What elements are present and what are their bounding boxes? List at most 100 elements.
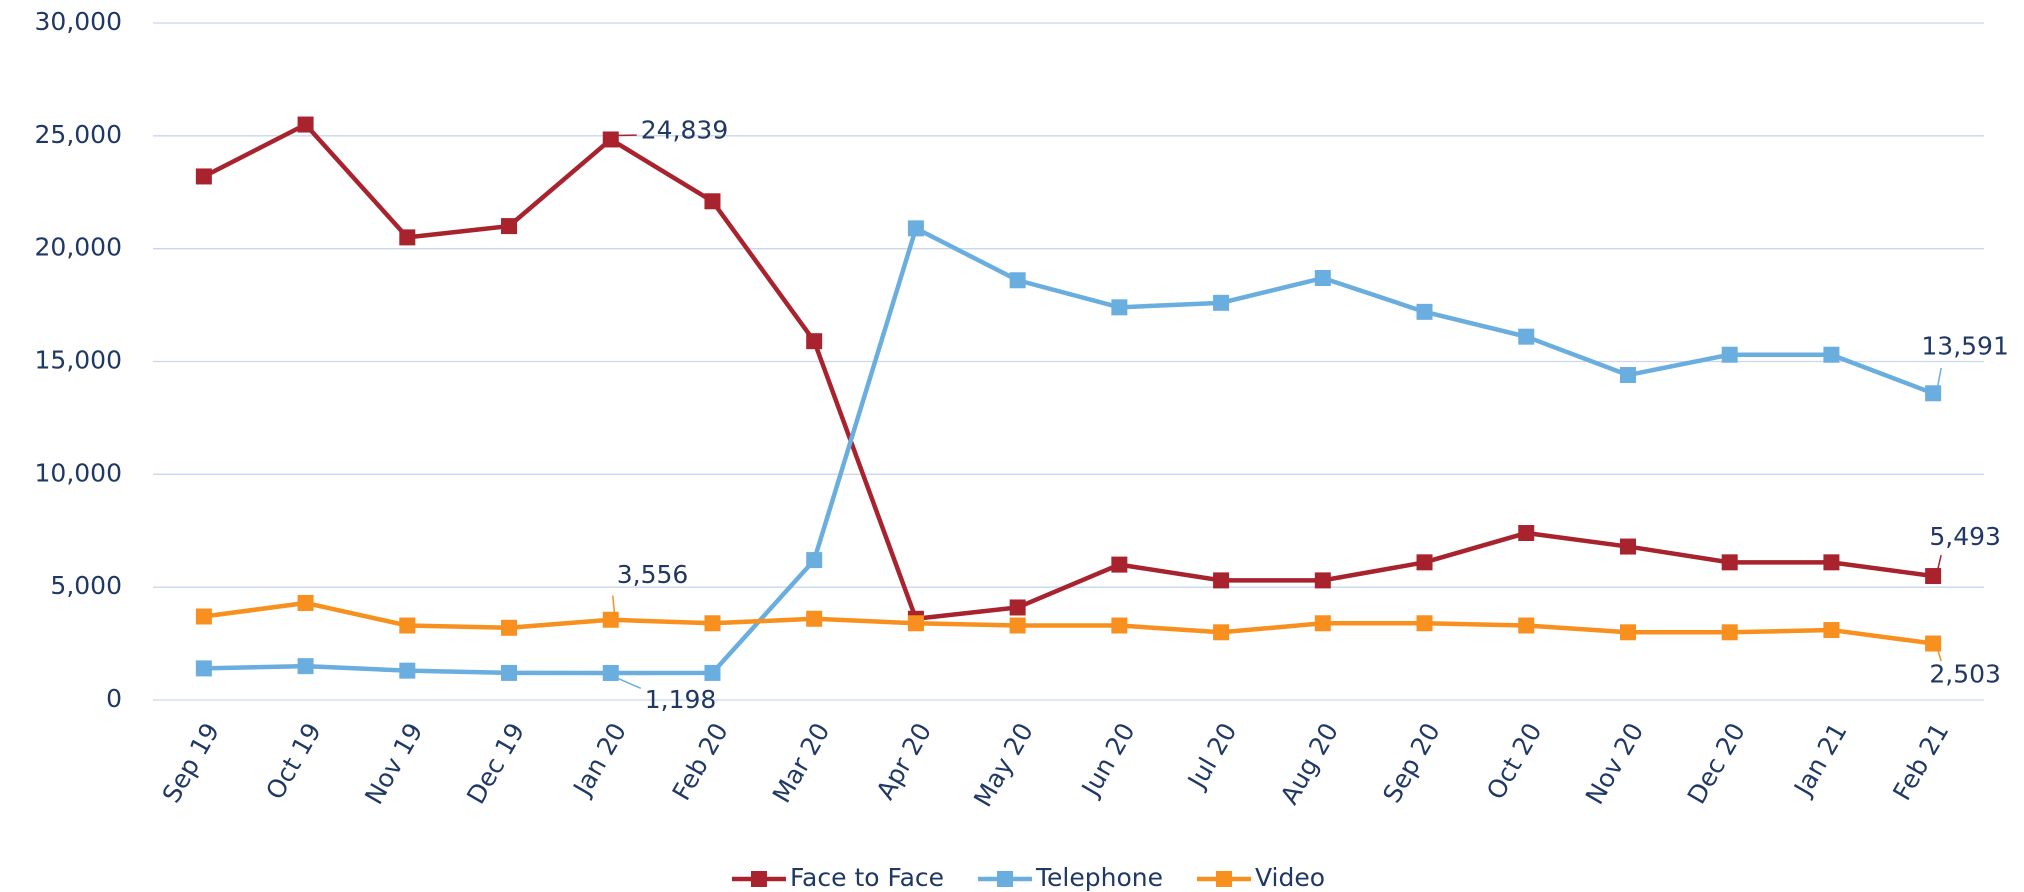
label-leader (1936, 647, 1942, 662)
point-marker (907, 220, 924, 237)
point-marker (1111, 556, 1128, 573)
legend: Face to Face Telephone Video (731, 863, 1325, 892)
point-marker (1925, 568, 1942, 585)
point-marker (602, 131, 619, 148)
point-marker (1619, 538, 1636, 555)
y-tick-label: 0 (106, 684, 122, 713)
x-tick-label: Jan 20 (567, 718, 632, 802)
label-leader (1936, 554, 1942, 573)
point-marker (1213, 572, 1230, 589)
y-tick-label: 30,000 (35, 7, 122, 36)
point-marker (195, 660, 212, 677)
point-marker (399, 662, 416, 679)
point-marker (806, 610, 823, 627)
x-tick-label: Jun 20 (1075, 718, 1141, 802)
legend-label: Face to Face (790, 863, 944, 892)
point-marker (1314, 615, 1331, 632)
point-marker (1314, 572, 1331, 589)
x-tick-label: Oct 19 (260, 718, 327, 804)
data-label: 1,198 (645, 685, 717, 714)
point-marker (1111, 617, 1128, 634)
point-marker (501, 218, 518, 235)
y-tick-label: 20,000 (35, 233, 122, 262)
point-marker (297, 658, 314, 675)
legend-marker (750, 871, 767, 887)
series-line (203, 600, 1934, 646)
point-marker (1721, 624, 1738, 641)
point-marker (1619, 624, 1636, 641)
point-marker (1823, 346, 1840, 363)
point-marker (1416, 554, 1433, 571)
x-tick-label: Jan 21 (1787, 718, 1852, 802)
x-tick-label: May 20 (968, 718, 1039, 812)
x-tick-label: Oct 20 (1481, 718, 1548, 804)
y-tick-label: 15,000 (35, 346, 122, 375)
legend-label: Telephone (1035, 863, 1163, 892)
point-marker (1416, 615, 1433, 632)
point-marker (907, 615, 924, 632)
y-tick-label: 10,000 (35, 458, 122, 487)
x-tick-label: Dec 20 (1682, 718, 1751, 809)
point-marker (501, 664, 518, 681)
x-tick-label: Dec 19 (461, 718, 530, 809)
point-marker (1925, 635, 1942, 652)
point-marker (1314, 270, 1331, 287)
point-marker (399, 229, 416, 246)
point-marker (297, 116, 314, 133)
point-marker (399, 617, 416, 634)
label-leader (1936, 367, 1942, 390)
point-marker (1619, 367, 1636, 384)
point-marker (1925, 385, 1942, 402)
point-marker (1518, 617, 1535, 634)
y-tick-label: 25,000 (35, 120, 122, 149)
series-line (203, 226, 1934, 676)
point-marker (806, 333, 823, 350)
point-marker (1721, 554, 1738, 571)
data-label: 24,839 (641, 115, 728, 144)
point-marker (806, 552, 823, 569)
point-marker (1111, 299, 1128, 316)
data-label: 3,556 (617, 560, 689, 589)
point-marker (297, 594, 314, 611)
point-marker (1416, 303, 1433, 320)
point-marker (1721, 346, 1738, 363)
point-marker (1823, 622, 1840, 639)
point-marker (1518, 525, 1535, 542)
x-tick-label: Nov 19 (359, 718, 428, 809)
point-marker (1823, 554, 1840, 571)
label-leader (612, 595, 616, 616)
data-label: 13,591 (1921, 331, 2008, 360)
point-marker (195, 168, 212, 185)
x-tick-label: Nov 20 (1580, 718, 1649, 809)
x-tick-label: Apr 20 (871, 718, 938, 804)
point-marker (1009, 599, 1026, 616)
data-label: 2,503 (1929, 660, 2001, 689)
legend-marker (997, 871, 1014, 887)
x-tick-label: Feb 20 (667, 718, 734, 805)
x-tick-label: Feb 21 (1887, 718, 1954, 805)
series-line (202, 122, 1934, 622)
x-tick-label: Mar 20 (767, 718, 836, 808)
point-marker (1009, 272, 1026, 289)
point-marker (704, 193, 721, 210)
data-label: 5,493 (1929, 522, 2001, 551)
label-leader (614, 676, 642, 690)
point-marker (1213, 294, 1230, 311)
point-marker (1518, 328, 1535, 345)
point-marker (1213, 624, 1230, 641)
legend-label: Video (1255, 863, 1325, 892)
y-tick-label: 5,000 (50, 571, 122, 600)
point-marker (602, 611, 619, 628)
x-tick-label: Sep 20 (1377, 718, 1446, 808)
legend-marker (1215, 871, 1232, 887)
point-marker (602, 664, 619, 681)
point-marker (704, 615, 721, 632)
x-tick-label: Sep 19 (157, 718, 226, 808)
x-tick-label: Aug 20 (1275, 718, 1344, 809)
point-marker (704, 664, 721, 681)
point-marker (501, 619, 518, 636)
x-tick-label: Jul 20 (1181, 718, 1242, 795)
point-marker (1009, 617, 1026, 634)
point-marker (195, 608, 212, 625)
